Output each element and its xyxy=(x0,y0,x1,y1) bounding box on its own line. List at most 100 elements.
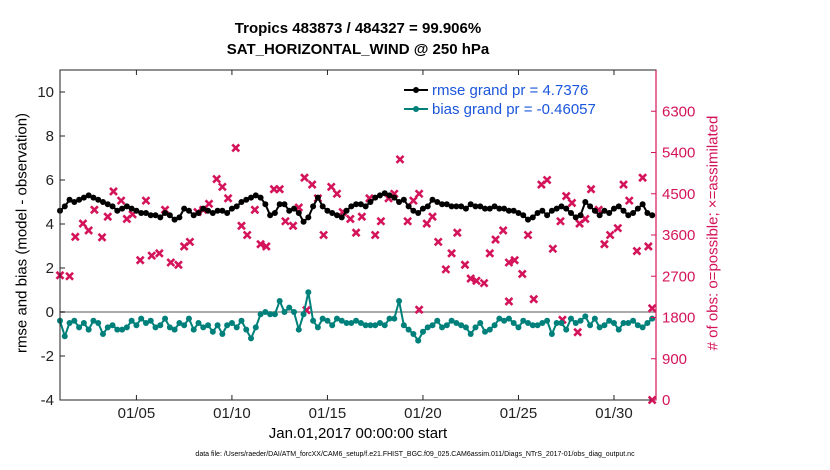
obs-count-marker xyxy=(376,216,386,226)
rmse-point xyxy=(338,214,345,221)
obs-count-marker xyxy=(619,180,628,190)
bias-point xyxy=(300,311,307,318)
bias-point xyxy=(95,320,102,326)
y-tick-label-right: 900 xyxy=(662,351,687,368)
obs-count-marker xyxy=(300,173,309,183)
bias-point xyxy=(295,326,302,333)
rmse-point xyxy=(176,214,183,221)
rmse-point xyxy=(501,205,508,212)
rmse-point xyxy=(343,207,350,214)
bias-point xyxy=(615,326,622,333)
bias-point xyxy=(577,317,584,324)
rmse-point xyxy=(424,203,431,210)
bias-point xyxy=(448,317,455,324)
bias-point xyxy=(85,326,92,333)
bias-point xyxy=(472,324,479,331)
bias-point xyxy=(525,320,532,326)
rmse-point xyxy=(563,205,570,212)
bias-point xyxy=(333,315,340,322)
bias-point xyxy=(391,315,398,322)
rmse-point xyxy=(333,212,340,219)
data-file-footnote: data file: /Users/raeder/DAI/ATM_forcXX/… xyxy=(195,451,635,458)
bias-point xyxy=(610,320,617,326)
bias-point xyxy=(181,322,188,329)
y-tick-label-right: 3600 xyxy=(662,227,695,244)
bias-point xyxy=(410,331,417,337)
obs-count-marker xyxy=(561,191,571,201)
bias-point xyxy=(601,322,608,329)
bias-point xyxy=(357,320,364,326)
obs-count-marker xyxy=(212,174,222,184)
bias-point xyxy=(386,315,393,322)
obs-count-marker xyxy=(529,294,539,304)
rmse-point xyxy=(649,212,656,219)
y-tick-label-right: 0 xyxy=(662,392,670,409)
rmse-point xyxy=(119,205,126,212)
obs-count-marker xyxy=(586,184,596,194)
bias-point xyxy=(238,317,245,324)
rmse-point xyxy=(582,199,589,205)
rmse-point xyxy=(381,190,388,197)
rmse-point xyxy=(453,203,460,210)
y-tick-label-left: 4 xyxy=(46,216,54,233)
bias-point xyxy=(362,322,369,329)
legend-marker-bias xyxy=(413,106,419,112)
bias-point xyxy=(314,324,321,331)
obs-count-marker xyxy=(414,305,424,315)
rmse-point xyxy=(548,207,555,214)
rmse-point xyxy=(539,207,546,214)
bias-point xyxy=(224,322,231,329)
bias-point xyxy=(649,315,656,322)
obs-count-marker xyxy=(414,189,424,199)
rmse-point xyxy=(405,203,412,210)
rmse-point xyxy=(109,203,116,210)
obs-count-marker xyxy=(491,235,500,245)
bias-point xyxy=(61,333,68,340)
rmse-point xyxy=(214,207,221,214)
bias-point xyxy=(338,317,345,324)
bias-point xyxy=(252,324,259,331)
x-tick-label: 01/20 xyxy=(404,405,442,422)
rmse-point xyxy=(625,212,632,219)
rmse-point xyxy=(314,194,321,201)
rmse-point xyxy=(472,203,479,210)
rmse-point xyxy=(505,207,512,214)
rmse-point xyxy=(429,196,436,203)
obs-count-marker xyxy=(517,269,527,279)
rmse-point xyxy=(396,199,403,205)
rmse-point xyxy=(630,210,637,216)
obs-count-marker xyxy=(97,232,107,242)
obs-count-marker xyxy=(422,219,432,228)
bias-point xyxy=(114,326,121,333)
obs-count-marker xyxy=(84,225,94,235)
y-tick-label-left: -4 xyxy=(41,392,54,409)
obs-count-marker xyxy=(280,216,290,226)
bias-point xyxy=(310,317,317,324)
y-tick-label-left: 0 xyxy=(46,304,54,321)
rmse-point xyxy=(142,210,149,216)
bias-point xyxy=(544,317,551,324)
bias-point xyxy=(66,320,73,326)
rmse-point xyxy=(262,201,269,208)
bias-point xyxy=(142,320,149,326)
bias-point xyxy=(630,317,637,324)
obs-count-marker xyxy=(600,239,609,249)
obs-count-marker xyxy=(460,260,470,270)
rmse-point xyxy=(80,194,87,201)
obs-count-marker xyxy=(485,248,495,258)
rmse-point xyxy=(357,201,364,208)
rmse-point xyxy=(615,203,622,210)
obs-count-marker xyxy=(643,242,653,251)
obs-count-marker xyxy=(147,251,157,261)
rmse-point xyxy=(610,205,617,212)
bias-point xyxy=(219,331,226,337)
rmse-point xyxy=(252,192,259,199)
bias-point xyxy=(257,311,264,318)
bias-point xyxy=(381,322,388,329)
obs-count-marker xyxy=(447,248,457,258)
rmse-point xyxy=(209,210,216,216)
bias-point xyxy=(99,331,106,337)
obs-count-marker xyxy=(261,242,271,251)
obs-count-marker xyxy=(472,276,481,286)
legend: rmse grand pr = 4.7376 bias grand pr = -0… xyxy=(404,82,596,118)
